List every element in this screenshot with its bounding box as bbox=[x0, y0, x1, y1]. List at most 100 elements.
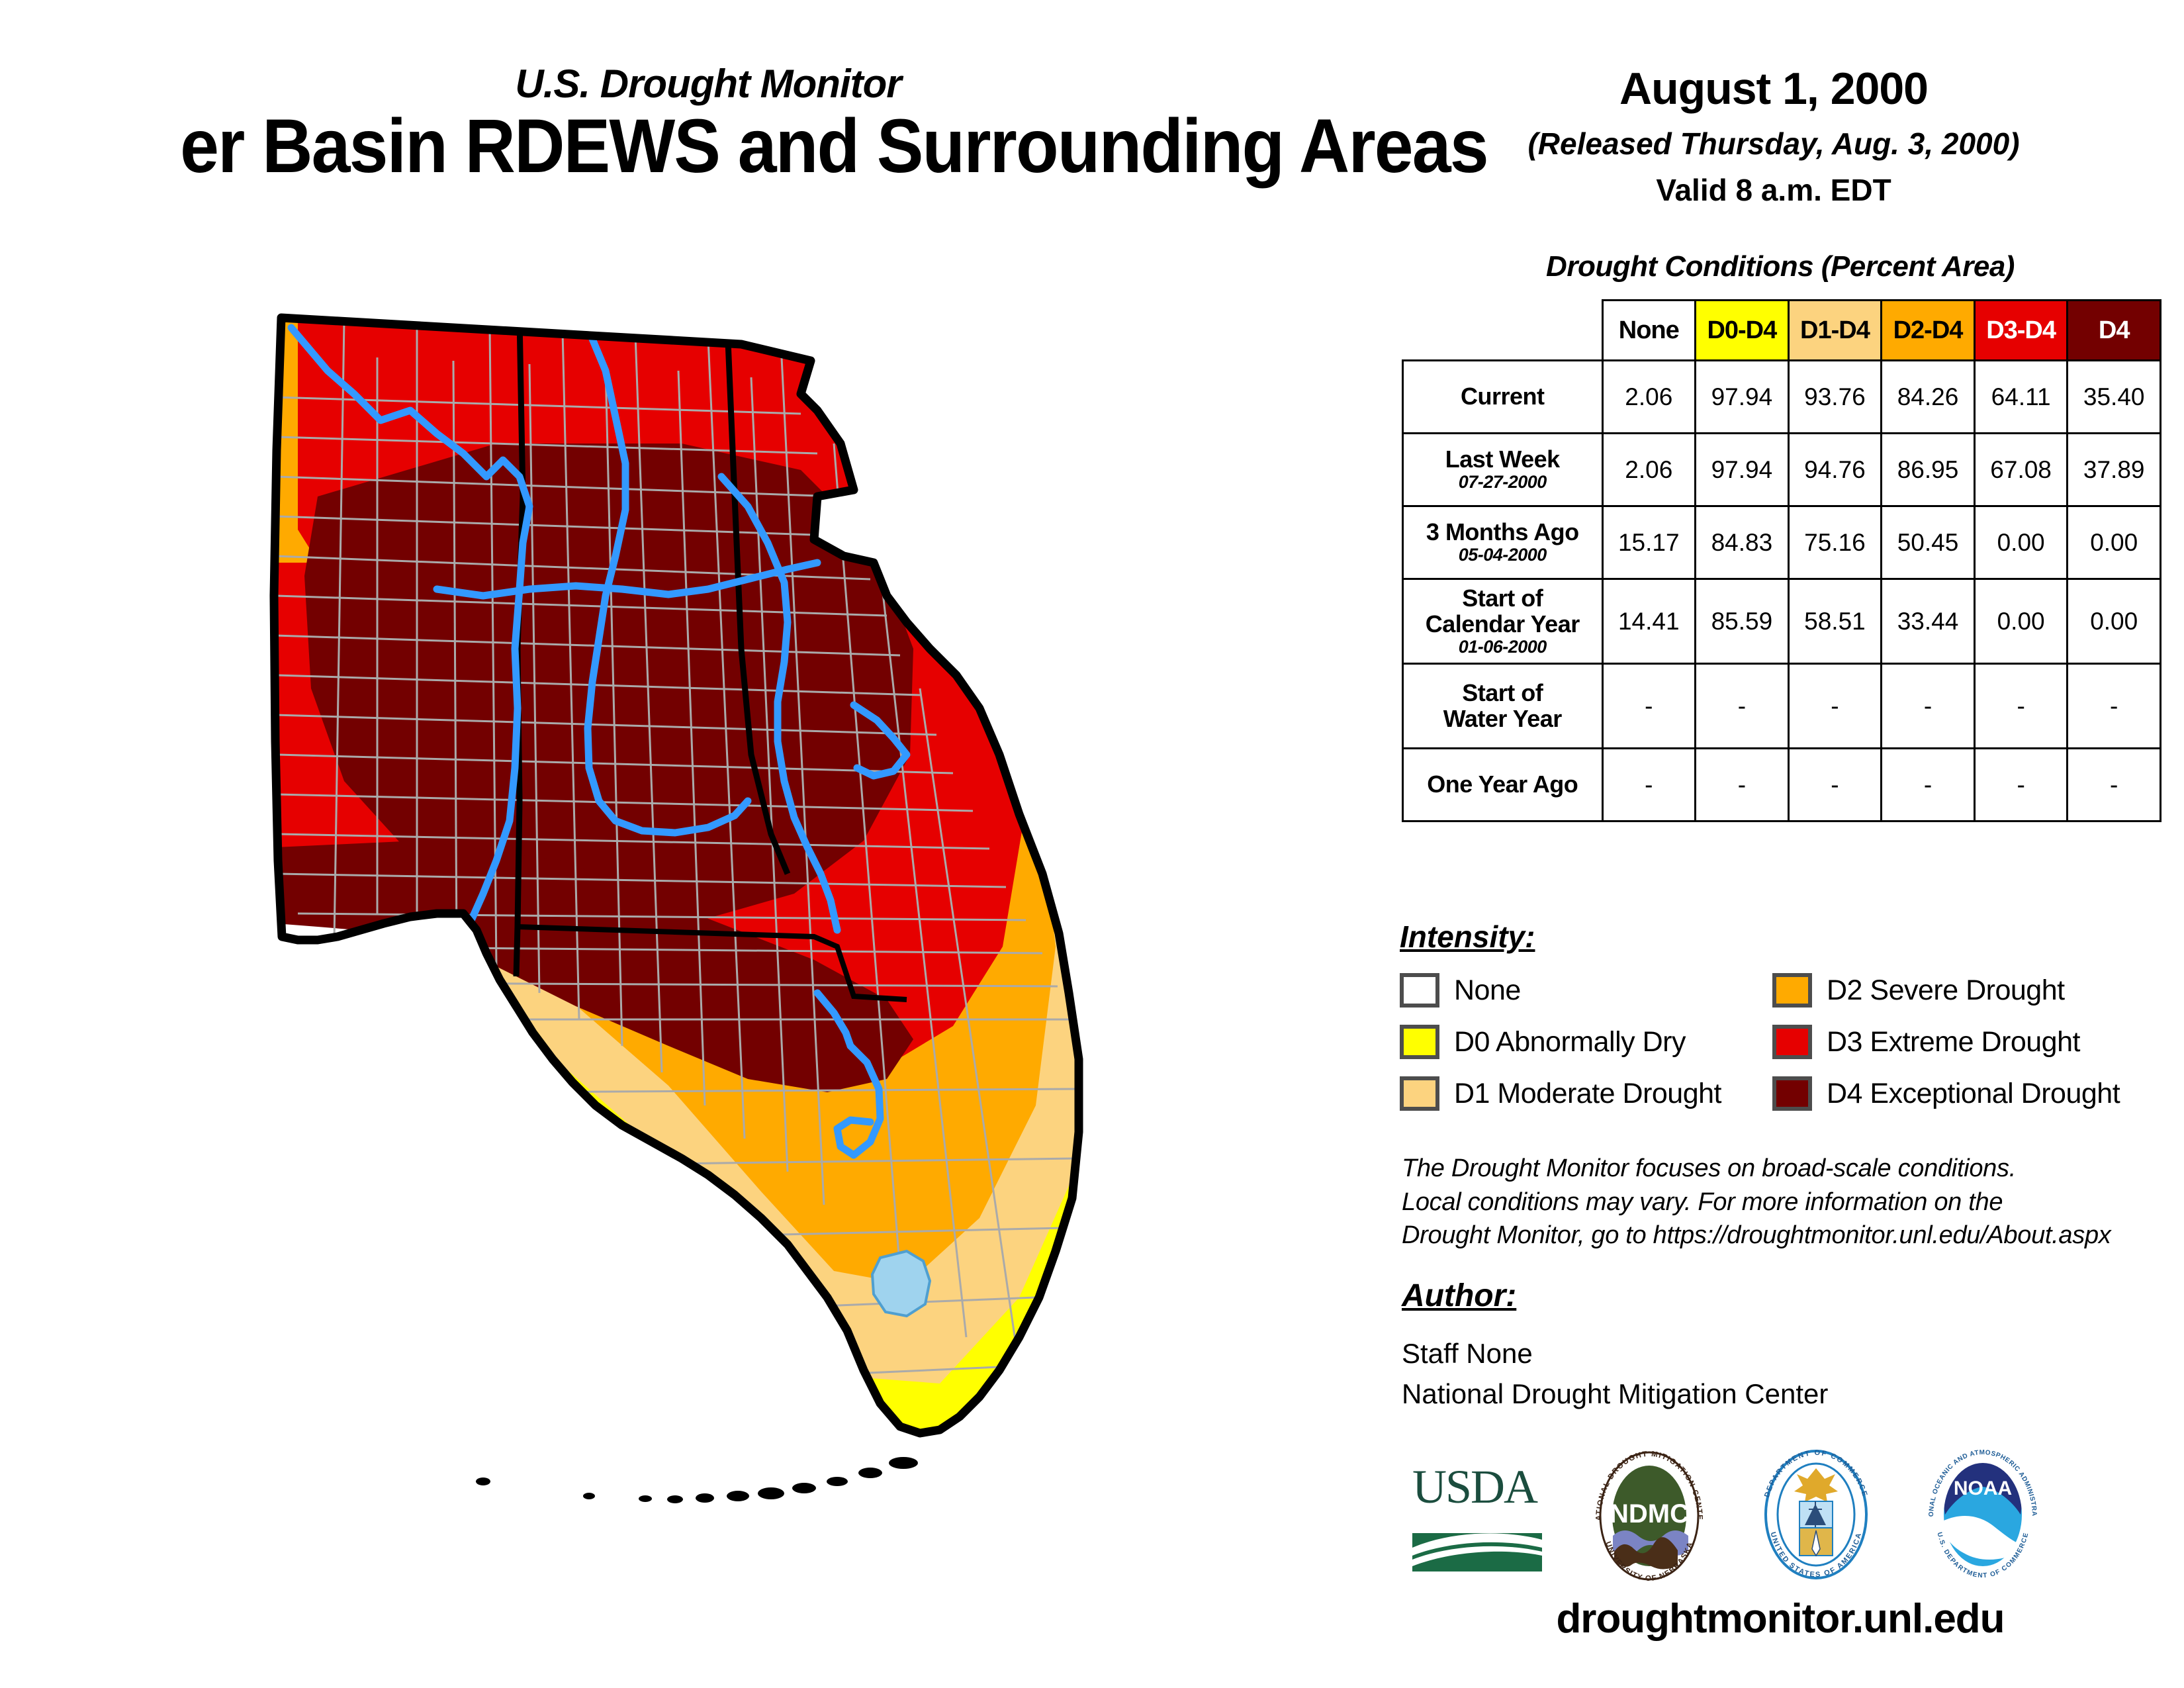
row-label-line: Start of bbox=[1462, 679, 1543, 706]
cell-r5-c1: - bbox=[1694, 747, 1790, 822]
legend-swatch bbox=[1772, 1025, 1812, 1059]
table-title: Drought Conditions (Percent Area) bbox=[1546, 250, 2015, 283]
cell-r2-c0: 15.17 bbox=[1601, 505, 1697, 580]
disclaimer: The Drought Monitor focuses on broad-sca… bbox=[1402, 1152, 2111, 1252]
table-row: Last Week 07-27-2000 2.06 97.94 94.76 86.95 67… bbox=[1402, 432, 2161, 507]
cell-r5-c4: - bbox=[1973, 747, 2069, 822]
cell-r4-c0: - bbox=[1601, 663, 1697, 749]
legend-swatch bbox=[1400, 973, 1439, 1008]
svg-text:USDA: USDA bbox=[1412, 1460, 1538, 1513]
row-label-4: Start of Water Year bbox=[1402, 663, 1604, 749]
drought-map[interactable] bbox=[218, 278, 1211, 1536]
cell-r2-c2: 75.16 bbox=[1787, 505, 1883, 580]
legend-item-d2: D2 Severe Drought bbox=[1772, 973, 2065, 1008]
col-header-none: None bbox=[1601, 299, 1697, 361]
table-header-row: None D0-D4 D1-D4 D2-D4 D3-D4 D4 bbox=[1403, 299, 2161, 361]
row-label-1: Last Week 07-27-2000 bbox=[1402, 432, 1604, 507]
cell-r1-c1: 97.94 bbox=[1694, 432, 1790, 507]
cell-r4-c1: - bbox=[1694, 663, 1790, 749]
table-row: Start of Water Year - - - - - - bbox=[1402, 663, 2161, 749]
legend-item-d1: D1 Moderate Drought bbox=[1400, 1076, 1722, 1111]
table-row: 3 Months Ago 05-04-2000 15.17 84.83 75.16 50.… bbox=[1402, 505, 2161, 580]
cell-r1-c4: 67.08 bbox=[1973, 432, 2069, 507]
row-label-date: 07-27-2000 bbox=[1458, 472, 1547, 492]
cell-r2-c3: 50.45 bbox=[1880, 505, 1976, 580]
author-block: Staff None National Drought Mitigation C… bbox=[1402, 1334, 1828, 1415]
legend-swatch bbox=[1400, 1025, 1439, 1059]
cell-r2-c4: 0.00 bbox=[1973, 505, 2069, 580]
map-zone-d4-coast bbox=[275, 841, 913, 1092]
table-row: One Year Ago - - - - - - bbox=[1402, 747, 2161, 822]
row-label-3: Start of Calendar Year 01-06-2000 bbox=[1402, 578, 1604, 665]
table-corner-cell bbox=[1403, 301, 1603, 361]
map-date: August 1, 2000 bbox=[1619, 64, 1929, 114]
cell-r0-c1: 97.94 bbox=[1694, 359, 1790, 434]
col-header-d4: D4 bbox=[2066, 299, 2161, 361]
author-heading: Author: bbox=[1402, 1278, 1517, 1313]
row-label-date: 05-04-2000 bbox=[1458, 545, 1547, 565]
website-url: droughtmonitor.unl.edu bbox=[1556, 1596, 2005, 1642]
col-header-d1d4: D1-D4 bbox=[1787, 299, 1883, 361]
row-label-0: Current bbox=[1402, 359, 1604, 434]
svg-text:NOAA: NOAA bbox=[1954, 1477, 2012, 1499]
disclaimer-line-1: The Drought Monitor focuses on broad-sca… bbox=[1402, 1154, 2016, 1182]
page-title: er Basin RDEWS and Surrounding Areas bbox=[180, 104, 1488, 189]
col-header-d2d4: D2-D4 bbox=[1880, 299, 1976, 361]
valid-time: Valid 8 a.m. EDT bbox=[1656, 173, 1891, 207]
cell-r1-c0: 2.06 bbox=[1601, 432, 1697, 507]
legend-item-d3: D3 Extreme Drought bbox=[1772, 1025, 2080, 1059]
noaa-logo: NOAA NATIONAL OCEANIC AND ATMOSPHERIC AD… bbox=[1917, 1443, 2046, 1584]
agency-logos: USDA NDMC NATIONAL DROUGHT MITIGATION CE… bbox=[1390, 1442, 2171, 1589]
cell-r0-c2: 93.76 bbox=[1787, 359, 1883, 434]
author-affiliation: National Drought Mitigation Center bbox=[1402, 1378, 1829, 1409]
cell-r5-c3: - bbox=[1880, 747, 1976, 822]
legend-label: D3 Extreme Drought bbox=[1827, 1025, 2080, 1058]
release-date: (Released Thursday, Aug. 3, 2000) bbox=[1527, 126, 2020, 161]
legend-label: D1 Moderate Drought bbox=[1454, 1077, 1722, 1109]
cell-r5-c5: - bbox=[2066, 747, 2161, 822]
usda-logo: USDA bbox=[1410, 1455, 1545, 1577]
legend-label: None bbox=[1454, 974, 1521, 1006]
table-row: Current 2.06 97.94 93.76 84.26 64.11 35.40 bbox=[1402, 359, 2161, 434]
cell-r4-c4: - bbox=[1973, 663, 2069, 749]
cell-r0-c3: 84.26 bbox=[1880, 359, 1976, 434]
row-label-2: 3 Months Ago 05-04-2000 bbox=[1402, 505, 1604, 580]
row-label-line: One Year Ago bbox=[1427, 771, 1578, 798]
legend-label: D4 Exceptional Drought bbox=[1827, 1077, 2120, 1109]
legend-label: D0 Abnormally Dry bbox=[1454, 1025, 1686, 1058]
map-rivers bbox=[287, 324, 911, 1159]
cell-r3-c4: 0.00 bbox=[1973, 578, 2069, 665]
cell-r0-c0: 2.06 bbox=[1601, 359, 1697, 434]
col-header-d0d4: D0-D4 bbox=[1694, 299, 1790, 361]
ndmc-logo: NDMC NATIONAL DROUGHT MITIGATION CENTER … bbox=[1583, 1442, 1712, 1584]
org-title: U.S. Drought Monitor bbox=[515, 62, 901, 106]
cell-r3-c3: 33.44 bbox=[1880, 578, 1976, 665]
row-label-line: Start of bbox=[1462, 585, 1543, 612]
row-label-5: One Year Ago bbox=[1402, 747, 1604, 822]
cell-r3-c5: 0.00 bbox=[2066, 578, 2161, 665]
cell-r4-c5: - bbox=[2066, 663, 2161, 749]
cell-r4-c3: - bbox=[1880, 663, 1976, 749]
row-label-line: 3 Months Ago bbox=[1426, 518, 1579, 546]
legend-swatch bbox=[1772, 973, 1812, 1008]
map-florida-keys bbox=[476, 1457, 918, 1503]
legend-swatch bbox=[1772, 1076, 1812, 1111]
row-label-line: Water Year bbox=[1443, 704, 1563, 732]
cell-r5-c2: - bbox=[1787, 747, 1883, 822]
map-lake-okeechobee bbox=[870, 1249, 932, 1318]
cell-r4-c2: - bbox=[1787, 663, 1883, 749]
legend-item-d4: D4 Exceptional Drought bbox=[1772, 1076, 2120, 1111]
author-name: Staff None bbox=[1402, 1338, 1533, 1369]
disclaimer-line-2: Local conditions may vary. For more info… bbox=[1402, 1188, 2003, 1216]
col-header-d3d4: D3-D4 bbox=[1973, 299, 2069, 361]
legend-label: D2 Severe Drought bbox=[1827, 974, 2065, 1006]
legend-swatch bbox=[1400, 1076, 1439, 1111]
disclaimer-line-3: Drought Monitor, go to https://droughtmo… bbox=[1402, 1221, 2111, 1250]
row-label-line: Current bbox=[1460, 383, 1545, 410]
legend-item-d0: D0 Abnormally Dry bbox=[1400, 1025, 1686, 1059]
cell-r2-c1: 84.83 bbox=[1694, 505, 1790, 580]
cell-r1-c5: 37.89 bbox=[2066, 432, 2161, 507]
cell-r1-c2: 94.76 bbox=[1787, 432, 1883, 507]
table-row: Start of Calendar Year 01-06-2000 14.41 85.5… bbox=[1402, 578, 2161, 665]
cell-r5-c0: - bbox=[1601, 747, 1697, 822]
